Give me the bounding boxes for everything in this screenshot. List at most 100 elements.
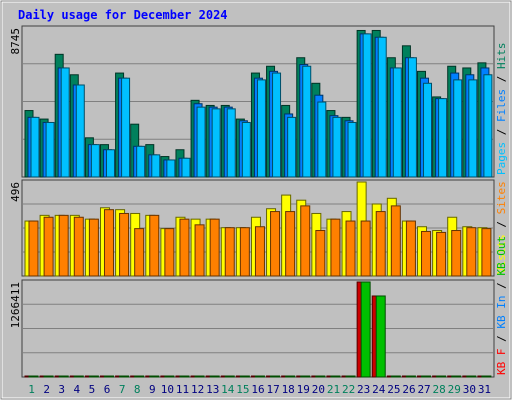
panel-visits-sites [21, 179, 495, 277]
kb-bar-kb-out-17 [270, 375, 281, 378]
legend-item-kb-in: KB In [495, 296, 508, 329]
x-label-19: 19 [297, 383, 310, 396]
x-label-10: 10 [161, 383, 174, 396]
kb-bar-kb-out-22 [345, 375, 356, 378]
hits-files-pages-bar-pages-13 [211, 108, 221, 178]
x-label-13: 13 [206, 383, 219, 396]
kb-bar-kb-out-27 [421, 375, 432, 378]
hits-files-pages-bar-pages-7 [121, 77, 131, 178]
legend-item-sites: Sites [495, 181, 508, 214]
x-label-7: 7 [119, 383, 126, 396]
hits-files-pages-bar-pages-26 [407, 57, 417, 178]
legend-item-hits: Hits [495, 43, 508, 70]
legend-separator: / [495, 69, 508, 89]
hits-files-pages-bar-pages-29 [453, 79, 463, 178]
kb-bar-kb-out-21 [330, 375, 341, 378]
x-label-22: 22 [342, 383, 355, 396]
visits-sites-bar-sites-14 [224, 227, 235, 277]
hits-files-pages-bar-pages-8 [136, 145, 146, 178]
hits-files-pages-bar-pages-30 [468, 79, 478, 178]
hits-files-pages-bar-pages-12 [196, 106, 206, 178]
kb-bar-kb-out-16 [254, 375, 265, 378]
hits-files-pages-bar-pages-5 [90, 144, 100, 178]
visits-sites-bar-sites-15 [239, 227, 250, 277]
kb-bar-kb-out-15 [239, 375, 250, 378]
x-label-31: 31 [478, 383, 491, 396]
x-label-12: 12 [191, 383, 204, 396]
visits-sites-bar-sites-22 [345, 220, 356, 277]
hits-files-pages-bar-pages-19 [302, 65, 312, 178]
kb-bar-kb-out-26 [405, 375, 416, 378]
x-label-25: 25 [387, 383, 400, 396]
legend-item-kb-f: KB F [495, 349, 508, 376]
max-labels: 8745 496 1266411 [9, 28, 22, 328]
kb-bar-kb-out-25 [390, 375, 401, 378]
visits-sites-bar-sites-13 [209, 218, 220, 277]
visits-sites-bar-sites-24 [375, 211, 386, 277]
kb-bar-kb-out-3 [58, 375, 69, 378]
legend-item-pages: Pages [495, 142, 508, 175]
hits-files-pages-bar-pages-2 [45, 121, 55, 178]
visits-sites-bar-sites-28 [436, 231, 447, 277]
kb-bar-kb-out-6 [103, 375, 114, 378]
kb-bar-kb-out-5 [88, 375, 99, 378]
visits-sites-bar-sites-21 [330, 218, 341, 277]
visits-sites-bar-sites-1 [28, 220, 39, 277]
visits-sites-bar-sites-27 [421, 230, 432, 277]
hits-files-pages-bar-pages-24 [377, 36, 387, 178]
visits-sites-bar-sites-20 [315, 230, 326, 277]
hits-files-pages-bar-pages-20 [317, 101, 327, 178]
visits-sites-bar-sites-6 [103, 209, 114, 277]
visits-sites-bar-sites-30 [466, 227, 477, 277]
visits-sites-bar-sites-17 [270, 211, 281, 277]
kb-bar-kb-out-29 [451, 375, 462, 378]
kb-bar-kb-out-31 [481, 375, 492, 378]
visits-sites-bar-sites-23 [360, 220, 371, 277]
kb-bar-kb-out-23 [360, 281, 371, 378]
hits-files-pages-bar-pages-9 [151, 154, 161, 178]
visits-sites-bar-sites-18 [285, 211, 296, 277]
x-label-29: 29 [448, 383, 461, 396]
hits-files-pages-bar-pages-14 [226, 108, 236, 178]
visits-sites-bar-sites-7 [119, 212, 130, 277]
hits-files-pages-bar-pages-23 [362, 33, 372, 178]
kb-bar-kb-out-19 [300, 375, 311, 378]
visits-sites-bar-sites-25 [390, 205, 401, 277]
visits-sites-bar-sites-29 [451, 230, 462, 277]
kb-bar-kb-out-24 [375, 295, 386, 378]
kb-bar-kb-out-14 [224, 375, 235, 378]
hits-files-pages-bar-pages-22 [347, 121, 357, 178]
hits-files-pages-bar-pages-27 [423, 82, 433, 178]
kb-bar-kb-out-2 [43, 375, 54, 378]
x-label-24: 24 [372, 383, 386, 396]
x-label-15: 15 [236, 383, 249, 396]
visits-sites-bar-sites-16 [254, 226, 265, 277]
legend-separator: / [495, 276, 508, 296]
x-label-30: 30 [463, 383, 476, 396]
kb-bar-kb-out-1 [28, 375, 39, 378]
kb-bar-kb-out-20 [315, 375, 326, 378]
x-label-26: 26 [402, 383, 415, 396]
hits-files-pages-legend: Pages / Files / Hits [495, 43, 508, 176]
visits-sites-bar-sites-19 [300, 205, 311, 277]
visits-sites-bar-sites-3 [58, 214, 69, 277]
visits-sites-bar-sites-11 [179, 218, 190, 277]
x-label-20: 20 [312, 383, 325, 396]
legend-separator: / [495, 329, 508, 349]
hits-files-pages-bar-pages-17 [272, 72, 282, 178]
x-label-11: 11 [176, 383, 189, 396]
kb-bar-kb-out-7 [119, 375, 130, 378]
legend-separator: / [495, 122, 508, 142]
hits-files-pages-bar-pages-11 [181, 157, 191, 178]
visits-sites-bar-sites-8 [134, 228, 145, 277]
x-label-27: 27 [417, 383, 430, 396]
hits-files-pages-max-label: 8745 [9, 28, 22, 55]
kb-bar-kb-out-28 [436, 375, 447, 378]
hits-files-pages-bar-pages-15 [241, 121, 251, 178]
x-label-23: 23 [357, 383, 370, 396]
hits-files-pages-bar-pages-31 [483, 74, 493, 178]
x-label-14: 14 [221, 383, 235, 396]
